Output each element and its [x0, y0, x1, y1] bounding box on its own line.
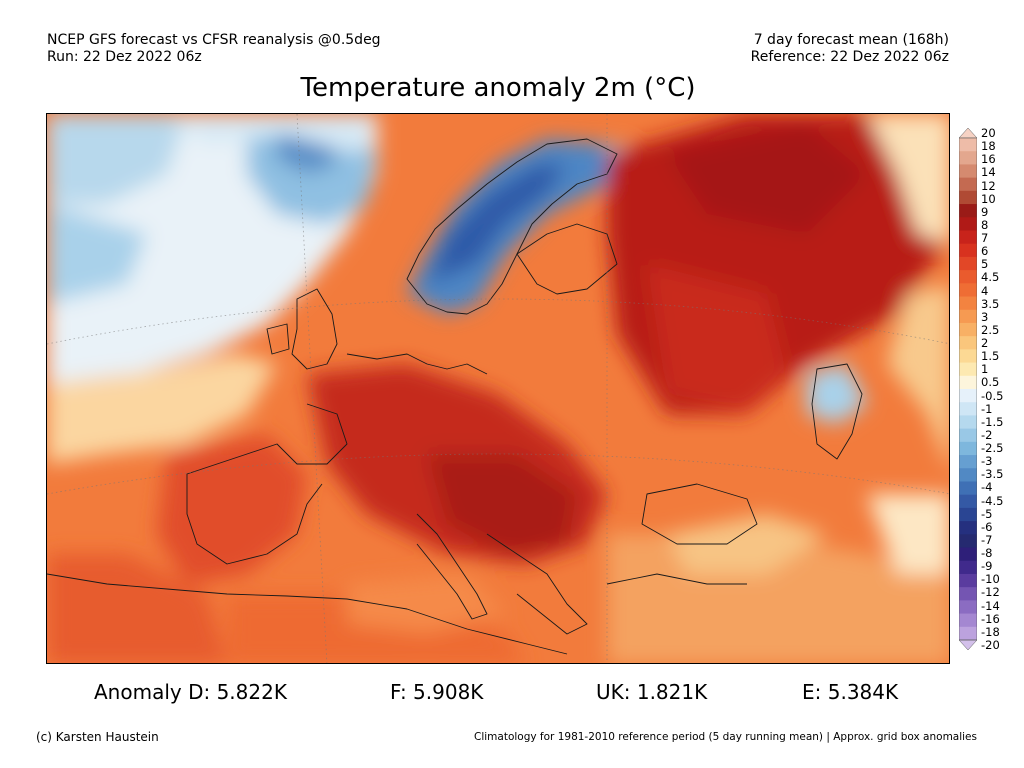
colorbar-label: 3.5	[981, 296, 1000, 311]
colorbar-swatch	[959, 587, 977, 601]
colorbar-swatch	[959, 534, 977, 549]
map-canvas	[47, 114, 949, 663]
colorbar-label: -18	[981, 624, 1000, 639]
colorbar-swatch	[959, 375, 977, 390]
colorbar-swatch	[959, 521, 977, 535]
colorbar-label: -0.5	[981, 388, 1004, 403]
colorbar-label: -9	[981, 559, 993, 574]
colorbar-label: -4	[981, 480, 993, 495]
colorbar-label: 10	[981, 191, 996, 206]
colorbar-swatch	[959, 283, 977, 298]
colorbar-swatch	[959, 296, 977, 311]
colorbar-label: 20	[981, 126, 996, 140]
colorbar-label: -4.5	[981, 493, 1004, 508]
colorbar-label: 18	[981, 139, 996, 154]
colorbar-swatch	[959, 600, 977, 615]
colorbar	[959, 128, 977, 650]
colorbar-label: 2.5	[981, 322, 1000, 337]
run-time: Run: 22 Dez 2022 06z	[47, 49, 202, 65]
model-description: NCEP GFS forecast vs CFSR reanalysis @0.…	[47, 32, 381, 48]
climatology-note: Climatology for 1981-2010 reference peri…	[474, 731, 977, 743]
anomaly-field	[47, 114, 949, 663]
colorbar-swatch	[959, 177, 977, 192]
stat-spain: E: 5.384K	[802, 680, 899, 704]
colorbar-bottom-arrow	[959, 639, 977, 650]
colorbar-label: -8	[981, 546, 993, 561]
colorbar-top-arrow	[959, 128, 977, 139]
colorbar-frame	[959, 137, 977, 641]
colorbar-swatch	[959, 402, 977, 416]
colorbar-swatch	[959, 560, 977, 575]
colorbar-label: -1.5	[981, 414, 1004, 429]
colorbar-swatch	[959, 190, 977, 205]
colorbar-label: 16	[981, 152, 996, 167]
colorbar-label: 14	[981, 165, 996, 180]
stat-france: F: 5.908K	[390, 680, 484, 704]
colorbar-label: 6	[981, 244, 989, 259]
colorbar-label: -3	[981, 454, 993, 469]
colorbar-swatch	[959, 243, 977, 258]
map-title: Temperature anomaly 2m (°C)	[300, 73, 696, 103]
colorbar-label: -6	[981, 519, 993, 534]
colorbar-swatch	[959, 613, 977, 628]
colorbar-swatch	[959, 270, 977, 284]
colorbar-label: -3.5	[981, 467, 1004, 482]
colorbar-label: 4	[981, 283, 989, 298]
colorbar-label: 5	[981, 257, 989, 272]
colorbar-swatch	[959, 494, 977, 509]
colorbar-swatch	[959, 468, 977, 482]
colorbar-swatch	[959, 428, 977, 443]
colorbar-swatch	[959, 507, 977, 522]
coastlines	[47, 138, 863, 655]
colorbar-label: -2	[981, 427, 993, 442]
colorbar-label: -16	[981, 611, 1000, 626]
stat-uk: UK: 1.821K	[596, 680, 708, 704]
colorbar-swatch	[959, 138, 977, 152]
colorbar-swatch	[959, 204, 977, 218]
colorbar-label: 1	[981, 362, 989, 377]
colorbar-swatch	[959, 151, 977, 165]
colorbar-swatch	[959, 164, 977, 179]
colorbar-label: 8	[981, 217, 989, 232]
colorbar-label: -12	[981, 585, 1000, 600]
colorbar-label: 3	[981, 309, 989, 324]
colorbar-swatch	[959, 256, 977, 271]
colorbar-swatch	[959, 309, 977, 324]
colorbar-label: -7	[981, 532, 993, 547]
colorbar-label: 9	[981, 204, 989, 219]
colorbar-label: -2.5	[981, 441, 1004, 456]
colorbar-swatch	[959, 336, 977, 350]
colorbar-swatch	[959, 441, 977, 456]
colorbar-swatch	[959, 573, 977, 588]
colorbar-swatch	[959, 626, 977, 641]
colorbar-label: -5	[981, 506, 993, 521]
colorbar-label: 2	[981, 336, 989, 351]
graticule	[47, 114, 949, 663]
reference-time: Reference: 22 Dez 2022 06z	[750, 49, 949, 65]
colorbar-label: 12	[981, 178, 996, 193]
colorbar-label: -20	[981, 638, 1000, 652]
colorbar-swatch	[959, 415, 977, 430]
colorbar-swatch	[959, 389, 977, 403]
forecast-period: 7 day forecast mean (168h)	[753, 32, 949, 48]
colorbar-swatch	[959, 217, 977, 231]
colorbar-label: -14	[981, 598, 1000, 613]
stat-germany: Anomaly D: 5.822K	[94, 680, 287, 704]
anomaly-map	[46, 113, 950, 664]
colorbar-swatch	[959, 362, 977, 377]
colorbar-swatch	[959, 455, 977, 469]
colorbar-swatch	[959, 481, 977, 496]
colorbar-swatch	[959, 230, 977, 245]
colorbar-swatch	[959, 349, 977, 364]
colorbar-swatch	[959, 547, 977, 562]
colorbar-label: -1	[981, 401, 993, 416]
colorbar-swatch	[959, 322, 977, 337]
colorbar-label: 1.5	[981, 349, 1000, 364]
colorbar-label: -10	[981, 572, 1000, 587]
colorbar-label: 7	[981, 231, 989, 246]
colorbar-label: 4.5	[981, 270, 1000, 285]
copyright: (c) Karsten Haustein	[36, 730, 159, 744]
colorbar-label: 0.5	[981, 375, 1000, 390]
